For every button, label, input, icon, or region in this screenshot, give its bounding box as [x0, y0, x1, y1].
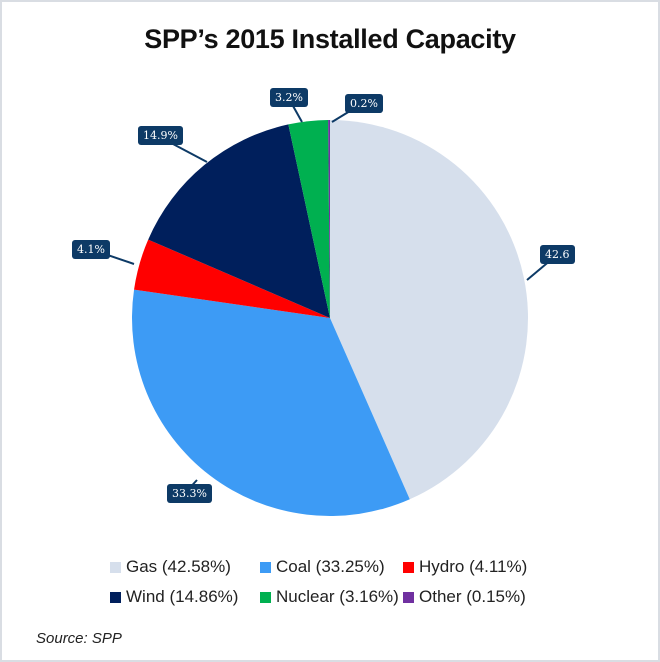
legend-label: Wind (14.86%) [126, 587, 239, 606]
legend-item-coal: Coal (33.25%) [260, 557, 403, 577]
legend-item-wind: Wind (14.86%) [110, 587, 260, 607]
legend-swatch [110, 591, 121, 603]
legend-label: Hydro (4.11%) [419, 557, 528, 576]
pie-slice-coal [131, 289, 410, 516]
legend: Gas (42.58%) Coal (33.25%) Hydro (4.11%) W… [110, 552, 570, 612]
legend-item-nuclear: Nuclear (3.16%) [260, 587, 403, 607]
data-label-gas: 42.6 [540, 245, 575, 264]
data-label-coal: 33.3% [167, 484, 212, 503]
legend-item-other: Other (0.15%) [403, 587, 543, 607]
pie-slice-hydro [134, 239, 330, 318]
legend-label: Nuclear (3.16%) [276, 587, 399, 606]
data-label-wind: 14.9% [138, 126, 183, 145]
pie-slice-gas [330, 120, 528, 500]
pie-slice-other [328, 120, 330, 318]
chart-title: SPP’s 2015 Installed Capacity [144, 24, 516, 54]
pie-slice-nuclear [288, 120, 330, 319]
legend-swatch [110, 561, 121, 573]
data-label-hydro: 4.1% [72, 240, 110, 259]
legend-swatch [260, 591, 271, 603]
legend-swatch [403, 591, 414, 603]
legend-label: Other (0.15%) [419, 587, 526, 606]
legend-item-gas: Gas (42.58%) [110, 557, 260, 577]
legend-item-hydro: Hydro (4.11%) [403, 557, 543, 577]
legend-label: Gas (42.58%) [126, 557, 231, 576]
legend-label: Coal (33.25%) [276, 557, 385, 576]
legend-swatch [403, 561, 414, 573]
legend-swatch [260, 561, 271, 573]
source-note: Source: SPP [36, 630, 122, 647]
pie-slice-wind [148, 124, 330, 318]
data-label-other: 0.2% [345, 94, 383, 113]
data-label-nuclear: 3.2% [270, 88, 308, 107]
